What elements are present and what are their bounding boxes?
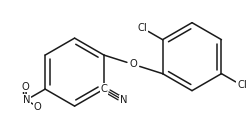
- Text: O: O: [129, 59, 137, 69]
- Text: O: O: [22, 82, 30, 92]
- Text: Cl: Cl: [237, 81, 246, 91]
- Text: N: N: [23, 95, 30, 105]
- Text: Cl: Cl: [137, 23, 147, 33]
- Text: C: C: [101, 84, 108, 94]
- Text: O: O: [34, 102, 42, 112]
- Text: N: N: [120, 95, 127, 105]
